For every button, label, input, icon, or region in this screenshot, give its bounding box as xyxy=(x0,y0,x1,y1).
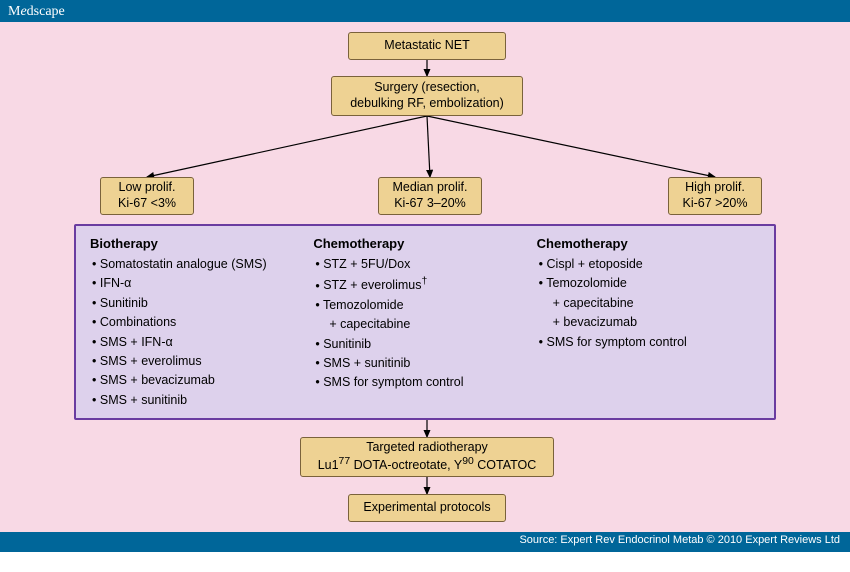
list-item: Temozolomide xyxy=(539,274,760,293)
node-high-prolif: High prolif.Ki-67 >20% xyxy=(668,177,762,215)
list-item: Temozolomide xyxy=(315,296,536,315)
therapy-panel: Biotherapy Somatostatin analogue (SMS)IF… xyxy=(74,224,776,420)
col-title: Biotherapy xyxy=(90,236,313,251)
node-experimental: Experimental protocols xyxy=(348,494,506,522)
source-text: Source: Expert Rev Endocrinol Metab © 20… xyxy=(519,534,840,546)
list-item: SMS + IFN-α xyxy=(92,333,313,352)
node-metastatic-net: Metastatic NET xyxy=(348,32,506,60)
col-title: Chemotherapy xyxy=(537,236,760,251)
list-item: SMS for symptom control xyxy=(539,333,760,352)
header-bar: Medscape xyxy=(0,0,850,22)
list-item: STZ + everolimus† xyxy=(315,274,536,296)
list-item: Sunitinib xyxy=(315,335,536,354)
list-item: Somatostatin analogue (SMS) xyxy=(92,255,313,274)
list-item: + capecitabine xyxy=(315,315,536,334)
col-title: Chemotherapy xyxy=(313,236,536,251)
list-item: + bevacizumab xyxy=(539,313,760,332)
source-bar: Source: Expert Rev Endocrinol Metab © 20… xyxy=(0,532,850,552)
col-chemo-high: Chemotherapy Cispl + etoposideTemozolomi… xyxy=(537,236,760,410)
node-low-prolif: Low prolif.Ki-67 <3% xyxy=(100,177,194,215)
node-label: Median prolif.Ki-67 3–20% xyxy=(392,180,467,211)
node-label: High prolif.Ki-67 >20% xyxy=(683,180,748,211)
list-item: Cispl + etoposide xyxy=(539,255,760,274)
list-item: SMS + sunitinib xyxy=(315,354,536,373)
brand-logo: Medscape xyxy=(8,4,65,19)
list-item: SMS + sunitinib xyxy=(92,391,313,410)
node-targeted-radiotherapy: Targeted radiotherapyLu177 DOTA-octreota… xyxy=(300,437,554,477)
col-biotherapy: Biotherapy Somatostatin analogue (SMS)IF… xyxy=(90,236,313,410)
list-item: SMS for symptom control xyxy=(315,373,536,392)
node-label: Metastatic NET xyxy=(384,38,469,54)
node-median-prolif: Median prolif.Ki-67 3–20% xyxy=(378,177,482,215)
list-item: SMS + everolimus xyxy=(92,352,313,371)
list-item: Sunitinib xyxy=(92,294,313,313)
node-label: Experimental protocols xyxy=(363,500,490,516)
list-item: Combinations xyxy=(92,313,313,332)
list-item: IFN-α xyxy=(92,274,313,293)
node-label: Targeted radiotherapyLu177 DOTA-octreota… xyxy=(318,440,537,474)
node-surgery: Surgery (resection,debulking RF, emboliz… xyxy=(331,76,523,116)
col-chemo-median: Chemotherapy STZ + 5FU/DoxSTZ + everolim… xyxy=(313,236,536,410)
list-item: + capecitabine xyxy=(539,294,760,313)
diagram-canvas: Metastatic NET Surgery (resection,debulk… xyxy=(0,22,850,552)
node-label: Low prolif.Ki-67 <3% xyxy=(118,180,176,211)
list-item: STZ + 5FU/Dox xyxy=(315,255,536,274)
list-item: SMS + bevacizumab xyxy=(92,371,313,390)
node-label: Surgery (resection,debulking RF, emboliz… xyxy=(350,80,504,111)
